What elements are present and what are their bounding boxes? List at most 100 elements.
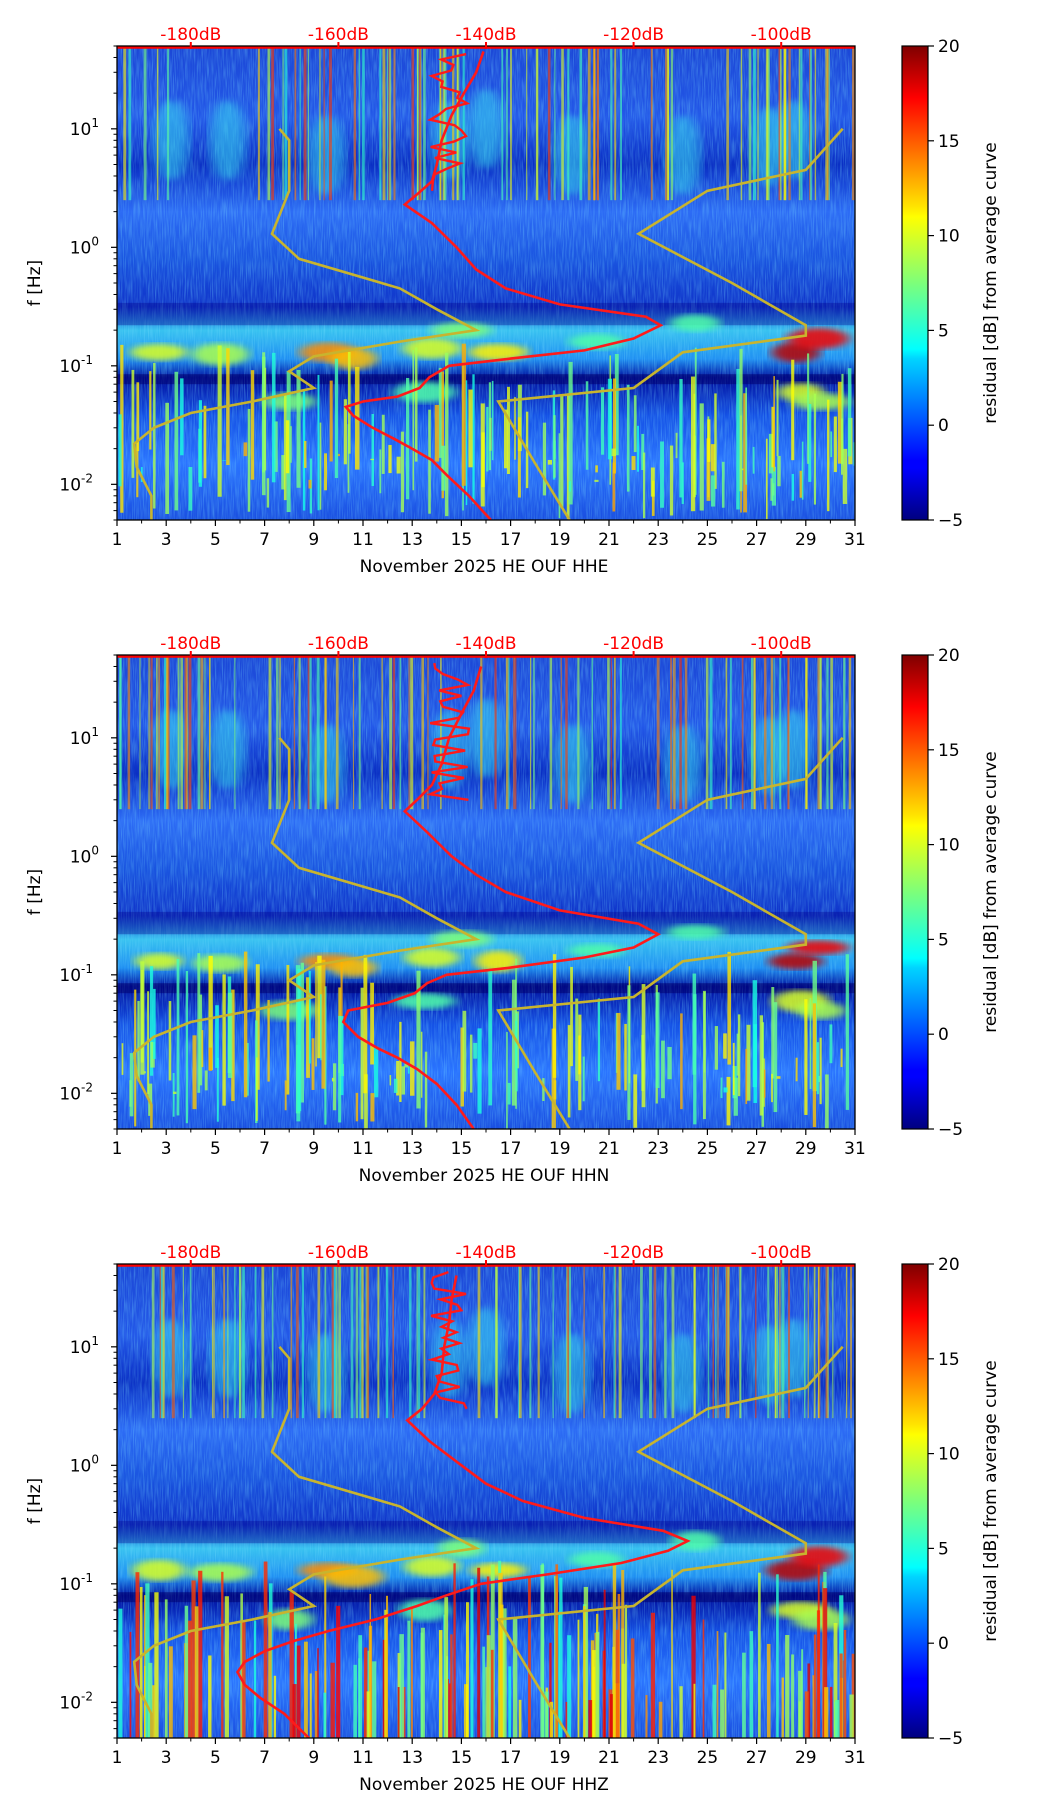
microseism-blob — [787, 328, 849, 349]
low-frequency-streak — [853, 442, 855, 466]
high-frequency-streak — [813, 1264, 816, 1419]
high-frequency-streak — [294, 46, 297, 201]
low-frequency-streak — [396, 1060, 400, 1096]
microseism-blob — [135, 953, 183, 970]
high-frequency-streak — [290, 1264, 293, 1419]
low-frequency-streak — [567, 1635, 572, 1738]
low-frequency-streak — [624, 1604, 628, 1738]
low-frequency-streak — [453, 1563, 456, 1738]
low-frequency-streak — [347, 424, 350, 493]
microseism-blob — [404, 947, 460, 968]
low-frequency-streak — [679, 379, 683, 498]
high-frequency-streak — [709, 655, 713, 810]
highfreq-patch — [554, 1333, 591, 1414]
high-frequency-streak — [787, 655, 790, 810]
low-frequency-streak — [407, 1066, 410, 1074]
low-frequency-streak — [575, 998, 579, 1081]
low-frequency-streak — [808, 404, 812, 482]
microseism-blob — [468, 343, 528, 361]
db-tick-label: -120dB — [603, 634, 664, 654]
low-frequency-streak — [706, 438, 711, 501]
high-frequency-streak — [832, 1264, 834, 1419]
high-frequency-streak — [618, 1264, 622, 1419]
x-tick-label: 9 — [308, 530, 319, 550]
high-frequency-streak — [828, 46, 830, 201]
low-frequency-streak — [559, 1577, 563, 1738]
low-frequency-streak — [724, 1632, 727, 1738]
x-tick-label: 3 — [161, 530, 172, 550]
high-frequency-streak — [423, 46, 426, 201]
low-frequency-streak — [508, 1666, 512, 1738]
low-frequency-streak — [137, 1000, 140, 1082]
low-frequency-streak — [139, 1587, 143, 1738]
x-tick-label: 3 — [161, 1748, 172, 1768]
high-frequency-streak — [271, 46, 275, 201]
high-frequency-streak — [361, 1264, 364, 1419]
low-frequency-streak — [136, 382, 140, 452]
microseism-blob — [568, 943, 626, 958]
high-frequency-streak — [279, 655, 281, 810]
low-frequency-streak — [807, 353, 810, 464]
low-frequency-streak — [714, 393, 717, 489]
low-frequency-streak — [801, 1649, 804, 1738]
low-frequency-streak — [324, 1576, 327, 1738]
colorbar-tick-label: 10 — [938, 1445, 960, 1465]
high-frequency-streak — [518, 1264, 520, 1419]
low-frequency-streak — [603, 1589, 606, 1738]
high-frequency-streak — [818, 1264, 821, 1419]
y-tick-label: 101 — [70, 116, 99, 140]
high-frequency-streak — [166, 46, 170, 201]
low-frequency-streak — [412, 350, 415, 491]
low-frequency-streak — [470, 1579, 474, 1738]
low-frequency-streak — [833, 1622, 838, 1738]
low-frequency-streak — [317, 374, 320, 511]
low-frequency-streak — [174, 371, 179, 511]
low-frequency-streak — [528, 1576, 531, 1738]
y-axis-label: f [Hz] — [25, 869, 45, 915]
low-frequency-streak — [140, 961, 145, 1075]
low-frequency-streak — [641, 1034, 645, 1091]
low-frequency-streak — [541, 1563, 545, 1738]
colorbar-label: residual [dB] from average curve — [981, 751, 1001, 1032]
low-frequency-streak — [511, 979, 517, 1106]
x-tick-label: 7 — [259, 1748, 270, 1768]
x-tick-label: 21 — [598, 1748, 620, 1768]
low-frequency-streak — [736, 1033, 739, 1076]
low-frequency-streak — [216, 1057, 219, 1122]
low-frequency-streak — [381, 414, 385, 474]
high-frequency-streak — [156, 46, 159, 201]
db-tick-label: -120dB — [603, 25, 664, 45]
highfreq-patch — [209, 709, 246, 790]
low-frequency-streak — [462, 1010, 467, 1092]
low-frequency-streak — [143, 1071, 146, 1074]
high-frequency-streak — [726, 46, 729, 201]
low-frequency-streak — [771, 987, 775, 1079]
low-frequency-streak — [612, 378, 616, 474]
x-tick-label: 29 — [795, 530, 817, 550]
low-frequency-streak — [388, 444, 392, 474]
high-frequency-streak — [421, 655, 424, 810]
low-frequency-streak — [841, 418, 843, 475]
highfreq-patch — [308, 115, 345, 196]
low-noise-model-curve — [132, 127, 481, 520]
x-tick-label: 13 — [401, 1748, 423, 1768]
microseism-blob — [132, 1559, 186, 1581]
high-frequency-streak — [779, 655, 782, 810]
high-frequency-streak — [261, 1264, 265, 1419]
x-tick-label: 7 — [259, 1139, 270, 1159]
high-frequency-streak — [725, 1264, 728, 1419]
high-frequency-streak — [319, 46, 321, 201]
low-frequency-streak — [607, 378, 612, 460]
low-frequency-streak — [506, 1031, 508, 1129]
high-frequency-streak — [456, 46, 458, 201]
low-frequency-streak — [197, 953, 201, 1093]
high-frequency-streak — [530, 655, 532, 810]
y-tick-label: 101 — [70, 1334, 99, 1358]
x-tick-label: 29 — [795, 1748, 817, 1768]
low-frequency-streak — [658, 1701, 663, 1738]
low-frequency-streak — [612, 1564, 617, 1738]
microseism-blob — [188, 1563, 252, 1582]
low-frequency-streak — [819, 1037, 822, 1105]
